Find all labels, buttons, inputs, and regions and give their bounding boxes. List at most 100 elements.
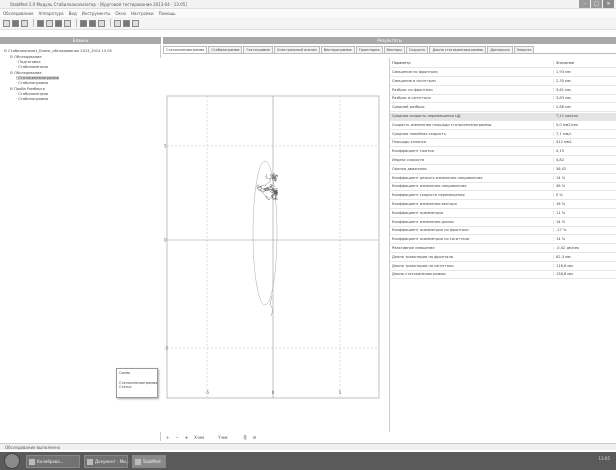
table-row[interactable]: Средний разброс 2,88 мм xyxy=(390,104,616,113)
maximize-icon[interactable]: □ xyxy=(591,0,602,8)
tab-6[interactable]: Векторы xyxy=(383,46,405,53)
table-cell-value: 16 % xyxy=(553,202,615,206)
table-header[interactable]: Параметр Значение xyxy=(390,60,616,68)
table-cell-value: 2,35 мм xyxy=(553,78,615,83)
grid-icon[interactable] xyxy=(55,19,62,27)
table-row[interactable]: Коэффициент асимметрии 11 % xyxy=(390,210,616,218)
x-axis-label[interactable]: X-мм xyxy=(194,434,205,440)
menu-obsledovanie[interactable]: Обследование xyxy=(3,10,34,16)
table-row[interactable]: Средняя линейная скорость 7,1 мм/с xyxy=(390,131,616,139)
tab-5[interactable]: Траектория xyxy=(355,46,383,53)
report-icon[interactable] xyxy=(98,19,105,27)
taskbar-item[interactable]: Калиброва... xyxy=(26,455,80,468)
tab-0[interactable]: Статокинезиограмма xyxy=(163,46,208,53)
table-row[interactable]: Площадь эллипса 412 мм2 xyxy=(390,139,616,148)
table-row[interactable]: Коэффициент скорости перемещения 5 % xyxy=(390,192,616,201)
table-cell-parameter: Оценка движения xyxy=(392,166,427,171)
tooltip-line: Схема xyxy=(119,371,131,375)
tree-node-label: Обследование xyxy=(14,71,42,75)
print-icon[interactable] xyxy=(21,19,28,27)
table-row[interactable]: Коэффициент сжатия 4,19 xyxy=(390,148,616,157)
tree-node[interactable]: · Стабилометрия xyxy=(16,92,48,96)
tab-8[interactable]: Длина статокинезиограммы xyxy=(429,46,487,53)
table-row[interactable]: Коэффициент изменения направления 36 % xyxy=(390,183,616,192)
tree-node[interactable]: ⊟ Обследование xyxy=(10,71,42,75)
tree-node[interactable]: · Стабилограмма xyxy=(16,81,48,85)
settings-icon[interactable]: ⚙ xyxy=(252,434,257,440)
table-row[interactable]: Коэффициент резкого изменения направлени… xyxy=(390,175,616,183)
y-axis-label[interactable]: Y-мм xyxy=(218,434,228,440)
tree-node[interactable]: · Стабилограмма xyxy=(16,97,48,101)
table-cell-parameter: Параметр xyxy=(392,61,411,65)
tree-node[interactable]: ⊟ Стабилоанализ_Бланк_обследования 2013_… xyxy=(4,49,112,53)
menu-instrumenty[interactable]: Инструменты xyxy=(81,10,111,16)
tree-node-label: Стабилометрия xyxy=(18,65,48,69)
open-icon[interactable] xyxy=(3,19,10,27)
x-tick-label: -5 xyxy=(205,390,209,395)
menu-okno[interactable]: Окно xyxy=(115,10,127,16)
save-icon[interactable] xyxy=(12,19,19,27)
close-icon[interactable]: × xyxy=(603,0,614,8)
zoom-out-icon[interactable] xyxy=(123,19,130,27)
tree-node[interactable]: ⊟ Обследование xyxy=(10,55,42,59)
tree-node[interactable]: · Стабилометрия xyxy=(16,65,48,69)
table-row[interactable]: Смещение по фронтали 1,93 мм xyxy=(390,69,616,77)
table-row[interactable]: Реактивное смещение -0,42 дм/сек xyxy=(390,245,616,253)
taskbar-item[interactable]: StabMed xyxy=(132,455,166,468)
tab-2[interactable]: Гистограмма xyxy=(243,46,273,53)
tree-node-label: Проба Ромберга xyxy=(14,87,45,91)
export-icon[interactable]: ⎘ xyxy=(243,434,247,440)
table-cell-parameter: Длина траектории по сагиттали xyxy=(392,263,454,268)
plus-icon[interactable]: + xyxy=(166,434,170,440)
tab-4[interactable]: Векторограмма xyxy=(320,46,355,53)
taskbar-item[interactable]: Документ - Ми... xyxy=(84,455,130,468)
tab-10[interactable]: Энергия xyxy=(513,46,535,53)
table-row[interactable]: Скорость изменения площади статокинезиог… xyxy=(390,122,616,130)
tab-3[interactable]: Спектральный анализ xyxy=(273,46,320,53)
tree-node[interactable]: · Статокинезиограмма xyxy=(16,76,59,80)
statokinesiogram-plot[interactable]: -5 0 5 5 0 -5 xyxy=(160,58,388,432)
table-row[interactable]: Коэффициент асимметрии по сагиттали 14 % xyxy=(390,236,616,245)
stop-icon[interactable] xyxy=(89,19,96,27)
layout-icon[interactable] xyxy=(64,19,71,27)
crosshair-icon[interactable]: ✛ xyxy=(184,434,189,440)
tab-9[interactable]: Дисперсия xyxy=(487,46,513,53)
tree-node[interactable]: ⊟ Проба Ромберга xyxy=(10,87,45,91)
table-row[interactable]: Коэффициент изменения вектора 16 % xyxy=(390,201,616,209)
minus-icon[interactable]: − xyxy=(175,434,179,440)
menu-apparatura[interactable]: Аппаратура xyxy=(38,10,64,16)
table-row[interactable]: Смещение в сагиттали 2,35 мм xyxy=(390,78,616,86)
table-cell-parameter: Средний разброс xyxy=(392,105,425,110)
tab-7[interactable]: Скорость xyxy=(405,46,429,53)
menu-vid[interactable]: Вид xyxy=(68,10,77,16)
tree-node[interactable]: · Подготовка xyxy=(16,60,41,64)
table-row[interactable]: Коэффициент асимметрии по фронтали -17 % xyxy=(390,227,616,236)
table-cell-value: 4,82 xyxy=(553,158,615,162)
tooltip: Схема Статокинезиограмма Статья xyxy=(116,368,158,398)
help-icon[interactable] xyxy=(132,19,139,27)
chart-icon[interactable] xyxy=(37,19,44,27)
tab-1[interactable]: Стабилограмма xyxy=(208,46,243,53)
table-row[interactable]: Оценка движения 36,02 xyxy=(390,166,616,174)
zoom-in-icon[interactable] xyxy=(114,19,121,27)
table-row[interactable]: Индекс скорости 4,82 xyxy=(390,157,616,165)
start-button[interactable] xyxy=(4,453,20,469)
record-icon[interactable] xyxy=(80,19,87,27)
table-row[interactable]: Разброс в сагиттали 3,83 мм xyxy=(390,95,616,104)
y-tick-label: 0 xyxy=(164,238,167,243)
trajectory-line xyxy=(256,173,279,201)
table-row[interactable]: Длина траектории по сагиттали 116,6 мм xyxy=(390,263,616,271)
x-tick-label: 5 xyxy=(339,390,342,395)
menu-nastroyki[interactable]: Настройки xyxy=(131,10,154,16)
table-row[interactable]: Разброс по фронтали 3,61 мм xyxy=(390,87,616,95)
table-icon[interactable] xyxy=(46,19,53,27)
document-tree[interactable]: ⊟ Стабилоанализ_Бланк_обследования 2013_… xyxy=(0,45,161,441)
table-cell-parameter: Средняя линейная скорость xyxy=(392,131,446,136)
menu-pomoshch[interactable]: Помощь xyxy=(158,10,176,16)
table-row[interactable]: Коэффициент изменения длины 14 % xyxy=(390,219,616,227)
table-cell-value: 7,21 мм/сек xyxy=(553,114,615,118)
table-row[interactable]: Длина траектории по фронтали 62,3 мм xyxy=(390,254,616,262)
minimize-icon[interactable]: – xyxy=(579,0,590,8)
table-row[interactable]: Средняя скорость перемещения ЦД 7,21 мм/с… xyxy=(390,113,616,121)
table-row[interactable]: Длина статокинезиограммы 136,8 мм xyxy=(390,271,616,280)
